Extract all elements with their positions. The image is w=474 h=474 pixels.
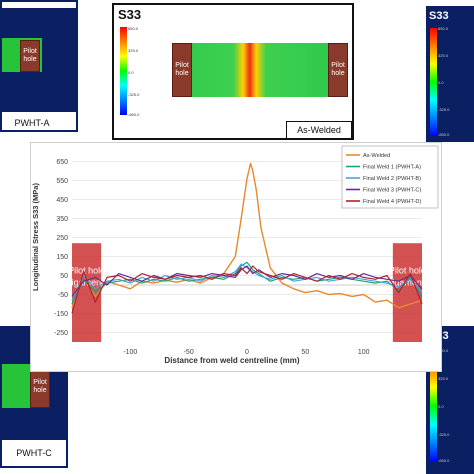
right-top-title: S33	[429, 10, 449, 22]
x-tick-label: 100	[358, 349, 370, 356]
pwht-a-pilot-hole: Pilot hole	[20, 40, 40, 72]
legend-label: Final Weld 2 (PWHT-B)	[363, 176, 421, 182]
y-tick-label: 450	[56, 197, 68, 204]
x-axis-label: Distance from weld centreline (mm)	[164, 356, 299, 365]
as-welded-caption-box	[286, 121, 352, 139]
right-top-colorbar	[430, 28, 437, 136]
legend-label: As-Welded	[363, 153, 390, 159]
legend-box	[341, 145, 439, 209]
series-line-pwht-b	[71, 263, 423, 301]
y-tick-label: 150	[56, 254, 68, 261]
x-tick-label: -100	[123, 349, 137, 356]
pilot-hole-ligament-left	[72, 243, 102, 342]
as-welded-colorbar	[120, 27, 127, 115]
y-tick-label: 50	[60, 273, 68, 280]
as-welded-contour-field	[172, 43, 334, 97]
ligament-label-right: ligament	[390, 278, 425, 288]
pwht-c-caption: PWHT-C	[16, 448, 52, 458]
y-axis-label: Longitudinal Stress S33 (MPa)	[31, 183, 40, 291]
y-tick-label: 350	[56, 216, 68, 223]
series-line-pwht-d	[71, 265, 423, 314]
as-welded-right-pilot-hole: Pilot hole	[328, 43, 348, 97]
pwht-c-pilot-hole: Pilot hole	[30, 366, 50, 408]
legend-label: Final Weld 1 (PWHT-A)	[363, 165, 421, 171]
as-welded-contour-panel: S33 650.0 325.0 0.0 -325.0 -650.0 Pilot …	[112, 3, 354, 140]
y-tick-label: 250	[56, 235, 68, 242]
as-welded-left-pilot-hole: Pilot hole	[172, 43, 192, 97]
right-bottom-colorbar	[430, 350, 437, 462]
right-top-contour-panel: S33 650.0 325.0 0.0 -325.0 -650.0	[426, 6, 474, 142]
y-tick-label: 650	[56, 159, 68, 166]
as-welded-caption: As-Welded	[297, 125, 341, 135]
y-tick-label: -150	[54, 311, 68, 318]
pwht-a-caption: PWHT-A	[14, 118, 50, 128]
y-tick-label: 550	[56, 178, 68, 185]
ligament-label-right: Pilot hole	[389, 266, 426, 276]
series-line-as-welded	[71, 162, 423, 309]
y-tick-label: -250	[54, 330, 68, 337]
legend-label: Final Weld 4 (PWHT-D)	[363, 199, 421, 205]
x-tick-label: 0	[245, 349, 249, 356]
x-tick-label: 50	[301, 349, 309, 356]
as-welded-title: S33	[118, 7, 142, 22]
pwht-a-contour-panel: Pilot hole PWHT-A	[0, 0, 78, 132]
ligament-label-left: Pilot hole	[68, 266, 105, 276]
y-tick-label: -50	[58, 292, 68, 299]
x-tick-label: -50	[184, 349, 194, 356]
legend-label: Final Weld 3 (PWHT-C)	[363, 188, 421, 194]
